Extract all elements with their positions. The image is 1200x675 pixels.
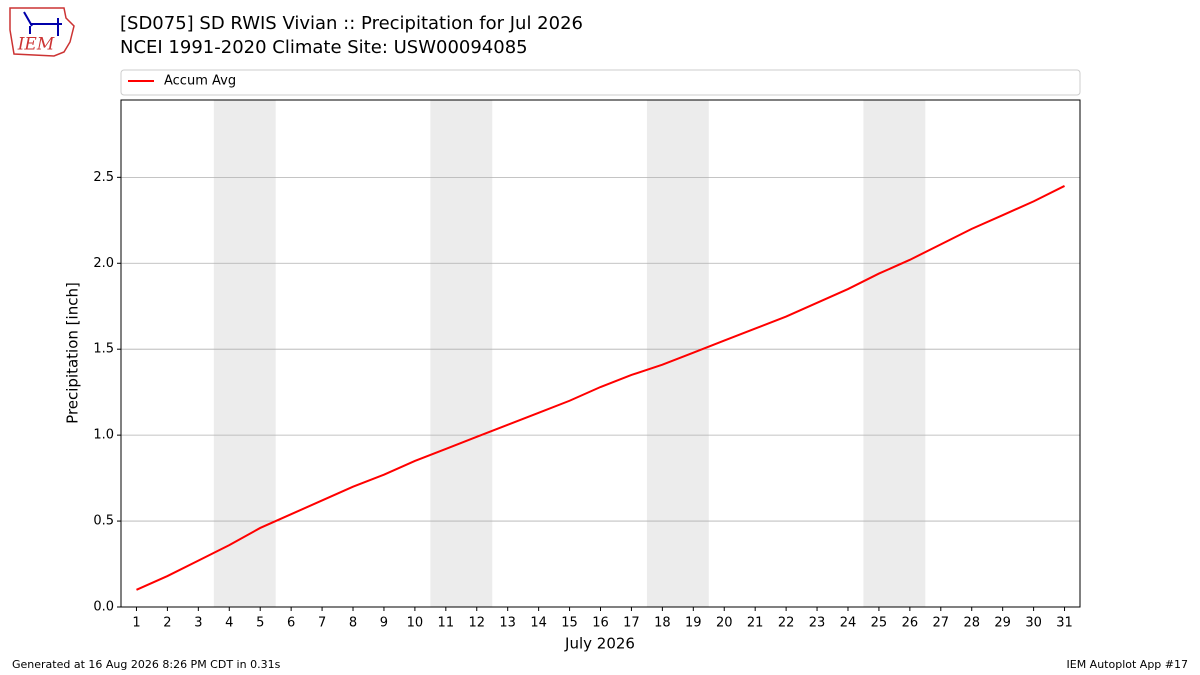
logo-outline <box>9 7 75 57</box>
chart-subtitle: NCEI 1991-2020 Climate Site: USW00094085 <box>120 37 528 58</box>
legend-label: Accum Avg <box>164 74 236 89</box>
x-tick-label: 10 <box>407 616 424 631</box>
x-tick-label: 24 <box>840 616 857 631</box>
legend-box <box>120 69 1081 96</box>
weekend-shade <box>646 100 709 607</box>
x-tick-label: 2 <box>163 616 171 631</box>
x-tick-label: 9 <box>380 616 388 631</box>
x-tick-label: 27 <box>933 616 950 631</box>
x-tick-label: 18 <box>654 616 671 631</box>
weekend-shade <box>863 100 926 607</box>
y-tick-label: 0.5 <box>93 514 114 529</box>
chart-title: [SD075] SD RWIS Vivian :: Precipitation … <box>120 13 583 34</box>
y-tick-label: 0.0 <box>93 600 114 615</box>
x-tick-label: 25 <box>871 616 888 631</box>
x-tick-label: 22 <box>778 616 795 631</box>
x-tick-label: 8 <box>349 616 357 631</box>
weekend-shade <box>213 100 276 607</box>
x-tick-label: 19 <box>685 616 702 631</box>
logo-text: IEM <box>17 35 55 55</box>
x-tick-label: 1 <box>132 616 140 631</box>
logo: IEM <box>9 7 75 57</box>
x-tick-label: 30 <box>1025 616 1042 631</box>
x-tick-label: 11 <box>438 616 455 631</box>
plot-frame <box>120 99 1081 608</box>
x-tick-label: 14 <box>530 616 547 631</box>
x-tick-label: 3 <box>194 616 202 631</box>
x-tick-label: 20 <box>716 616 733 631</box>
data-line <box>136 185 1065 591</box>
x-tick-label: 29 <box>994 616 1011 631</box>
x-tick-label: 6 <box>287 616 295 631</box>
footer-right: IEM Autoplot App #17 <box>1067 658 1189 671</box>
y-tick-label: 1.0 <box>93 428 114 443</box>
x-tick-label: 13 <box>499 616 516 631</box>
y-axis-label: Precipitation [inch] <box>64 282 82 424</box>
y-tick-label: 2.0 <box>93 256 114 271</box>
x-tick-label: 31 <box>1056 616 1073 631</box>
x-tick-label: 23 <box>809 616 826 631</box>
x-tick-label: 21 <box>747 616 764 631</box>
x-tick-label: 15 <box>561 616 578 631</box>
x-tick-label: 5 <box>256 616 264 631</box>
y-tick-label: 2.5 <box>93 170 114 185</box>
x-tick-label: 4 <box>225 616 233 631</box>
x-tick-label: 12 <box>468 616 485 631</box>
x-tick-label: 17 <box>623 616 640 631</box>
x-tick-label: 16 <box>592 616 609 631</box>
weekend-shade <box>430 100 493 607</box>
x-tick-label: 7 <box>318 616 326 631</box>
footer-left: Generated at 16 Aug 2026 8:26 PM CDT in … <box>12 658 281 671</box>
logo-icon <box>23 11 62 36</box>
x-axis-label: July 2026 <box>564 635 635 653</box>
x-tick-label: 26 <box>902 616 919 631</box>
x-tick-label: 28 <box>963 616 980 631</box>
y-tick-label: 1.5 <box>93 342 114 357</box>
